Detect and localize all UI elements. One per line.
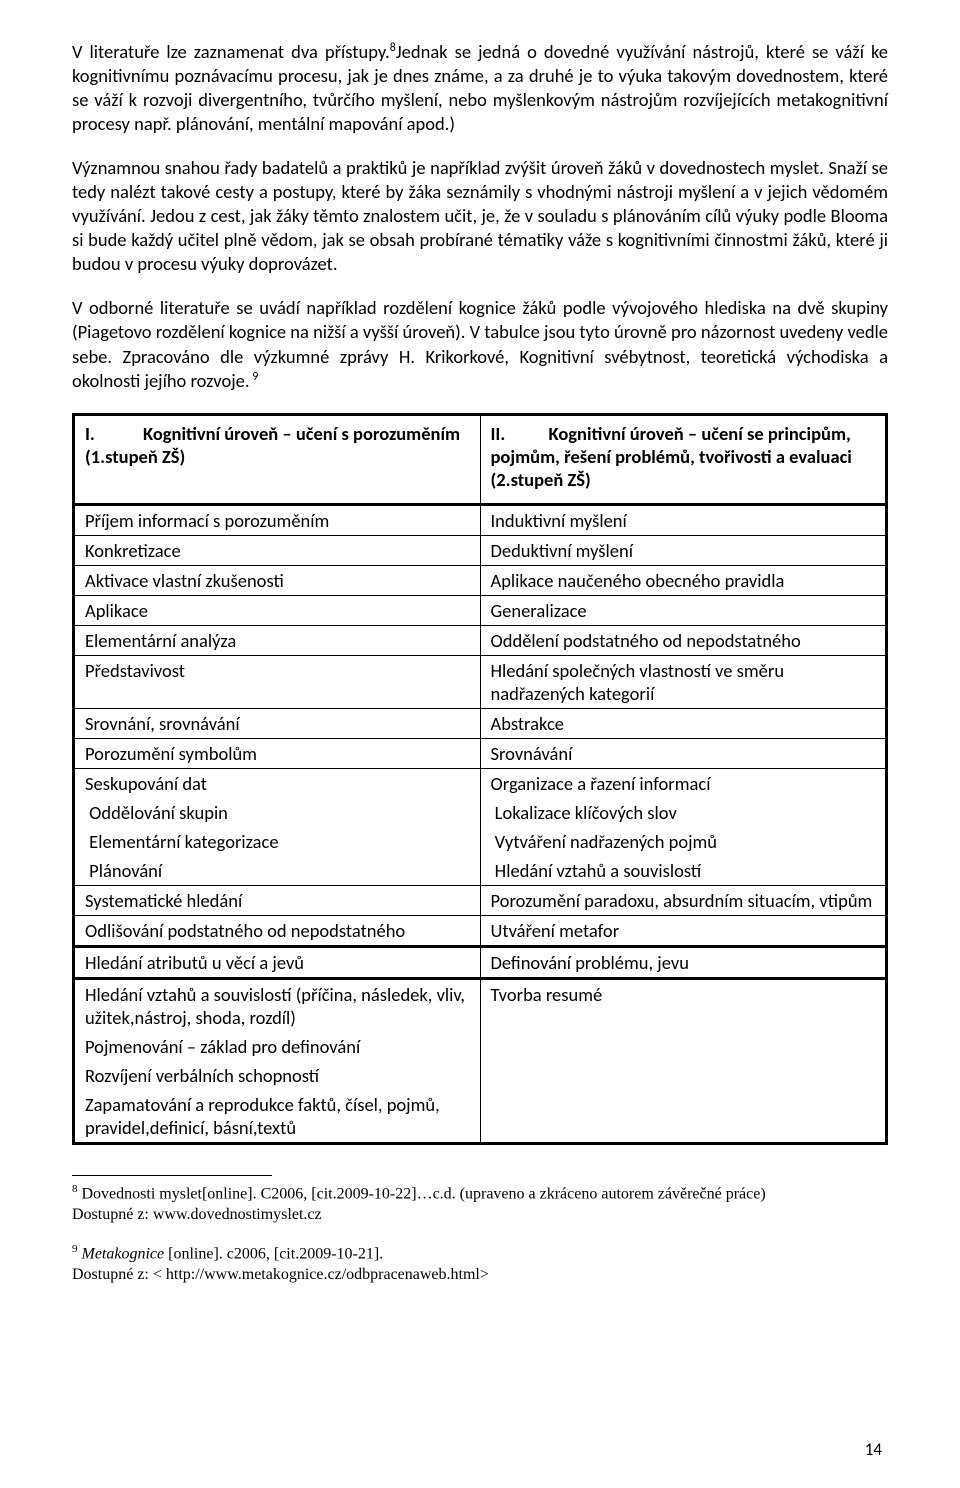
table-row: Zapamatování a reprodukce faktů, čísel, … bbox=[74, 1090, 887, 1144]
cell-left: Porozumění symbolům bbox=[74, 738, 481, 768]
table-row: Hledání vztahů a souvislostí (příčina, n… bbox=[74, 978, 887, 1032]
page-number: 14 bbox=[865, 1439, 882, 1460]
cell-left: Aplikace bbox=[74, 595, 481, 625]
footnote-9: 9 Metakognice [online]. c2006, [cit.2009… bbox=[72, 1242, 888, 1286]
cell-left: Seskupování dat bbox=[74, 768, 481, 798]
table-row: Elementární kategorizace Vytváření nadřa… bbox=[74, 827, 887, 856]
cell-right: Porozumění paradoxu, absurdním situacím,… bbox=[480, 885, 887, 915]
cognitive-levels-table: I.Kognitivní úroveň – učení s porozumění… bbox=[72, 413, 888, 1145]
cell-right bbox=[480, 1090, 887, 1144]
cell-left: Oddělování skupin bbox=[74, 798, 481, 827]
paragraph-2: Významnou snahou řady badatelů a praktik… bbox=[72, 156, 888, 276]
footnote-8-text-a: Dovednosti myslet[online]. C2006, [cit.2… bbox=[78, 1185, 766, 1202]
cell-left: Konkretizace bbox=[74, 535, 481, 565]
cell-left: Odlišování podstatného od nepodstatného bbox=[74, 915, 481, 946]
table-row: Aktivace vlastní zkušenostiAplikace nauč… bbox=[74, 565, 887, 595]
cell-right: Deduktivní myšlení bbox=[480, 535, 887, 565]
cell-right: Induktivní myšlení bbox=[480, 504, 887, 535]
paragraph-3: V odborné literatuře se uvádí například … bbox=[72, 296, 888, 392]
cell-right: Organizace a řazení informací bbox=[480, 768, 887, 798]
table-row: Elementární analýzaOddělení podstatného … bbox=[74, 625, 887, 655]
table-row: AplikaceGeneralizace bbox=[74, 595, 887, 625]
cell-left: Zapamatování a reprodukce faktů, čísel, … bbox=[74, 1090, 481, 1144]
cell-right: Lokalizace klíčových slov bbox=[480, 798, 887, 827]
table-row: KonkretizaceDeduktivní myšlení bbox=[74, 535, 887, 565]
table-row: Porozumění symbolůmSrovnávání bbox=[74, 738, 887, 768]
cell-right: Abstrakce bbox=[480, 708, 887, 738]
cell-right: Vytváření nadřazených pojmů bbox=[480, 827, 887, 856]
footnote-divider bbox=[72, 1175, 272, 1176]
table-row: Příjem informací s porozuměnímInduktivní… bbox=[74, 504, 887, 535]
cell-right: Definování problému, jevu bbox=[480, 946, 887, 978]
cell-left: Elementární analýza bbox=[74, 625, 481, 655]
table-row: PředstavivostHledání společných vlastnos… bbox=[74, 655, 887, 708]
paragraph-1: V literatuře lze zaznamenat dva přístupy… bbox=[72, 40, 888, 136]
cell-left: Elementární kategorizace bbox=[74, 827, 481, 856]
header-left-roman: I. bbox=[85, 422, 143, 445]
footnote-9-italic: Metakognice bbox=[78, 1245, 165, 1262]
cell-right: Tvorba resumé bbox=[480, 978, 887, 1032]
cell-left: Hledání atributů u věcí a jevů bbox=[74, 946, 481, 978]
footnote-9-text-b: Dostupné z: < http://www.metakognice.cz/… bbox=[72, 1266, 489, 1283]
table-row: Hledání atributů u věcí a jevůDefinování… bbox=[74, 946, 887, 978]
table-row: Srovnání, srovnáváníAbstrakce bbox=[74, 708, 887, 738]
cell-right: Utváření metafor bbox=[480, 915, 887, 946]
p3-sup: 9 bbox=[250, 369, 259, 383]
footnotes: 8 Dovednosti myslet[online]. C2006, [cit… bbox=[72, 1175, 888, 1286]
cell-left: Hledání vztahů a souvislostí (příčina, n… bbox=[74, 978, 481, 1032]
cell-left: Příjem informací s porozuměním bbox=[74, 504, 481, 535]
table-row: Pojmenování – základ pro definování bbox=[74, 1032, 887, 1061]
cell-right: Oddělení podstatného od nepodstatného bbox=[480, 625, 887, 655]
cell-left: Plánování bbox=[74, 856, 481, 886]
cell-right: Generalizace bbox=[480, 595, 887, 625]
cell-right: Hledání společných vlastností ve směru n… bbox=[480, 655, 887, 708]
cell-left: Představivost bbox=[74, 655, 481, 708]
header-right-roman: II. bbox=[491, 422, 549, 445]
table-row: Systematické hledáníPorozumění paradoxu,… bbox=[74, 885, 887, 915]
cell-left: Pojmenování – základ pro definování bbox=[74, 1032, 481, 1061]
table-row: Oddělování skupin Lokalizace klíčových s… bbox=[74, 798, 887, 827]
footnote-8-text-b: Dostupné z: www.dovednostimyslet.cz bbox=[72, 1206, 322, 1223]
header-left: I.Kognitivní úroveň – učení s porozumění… bbox=[74, 414, 481, 504]
table-row: Odlišování podstatného od nepodstatnéhoU… bbox=[74, 915, 887, 946]
table-row: Seskupování datOrganizace a řazení infor… bbox=[74, 768, 887, 798]
cell-right bbox=[480, 1061, 887, 1090]
p2-text: Významnou snahou řady badatelů a praktik… bbox=[72, 156, 888, 275]
cell-left: Systematické hledání bbox=[74, 885, 481, 915]
p1-text-a: V literatuře lze zaznamenat dva přístupy… bbox=[72, 40, 390, 63]
cell-right bbox=[480, 1032, 887, 1061]
table-row: Plánování Hledání vztahů a souvislostí bbox=[74, 856, 887, 886]
cell-left: Rozvíjení verbálních schopností bbox=[74, 1061, 481, 1090]
footnote-8: 8 Dovednosti myslet[online]. C2006, [cit… bbox=[72, 1182, 888, 1226]
table-header-row: I.Kognitivní úroveň – učení s porozumění… bbox=[74, 414, 887, 504]
cell-left: Srovnání, srovnávání bbox=[74, 708, 481, 738]
table-row: Rozvíjení verbálních schopností bbox=[74, 1061, 887, 1090]
cell-left: Aktivace vlastní zkušenosti bbox=[74, 565, 481, 595]
header-right: II.Kognitivní úroveň – učení se principů… bbox=[480, 414, 887, 504]
cell-right: Aplikace naučeného obecného pravidla bbox=[480, 565, 887, 595]
footnote-9-text-a: [online]. c2006, [cit.2009-10-21]. bbox=[164, 1245, 383, 1262]
cell-right: Srovnávání bbox=[480, 738, 887, 768]
cell-right: Hledání vztahů a souvislostí bbox=[480, 856, 887, 886]
p3-text: V odborné literatuře se uvádí například … bbox=[72, 296, 888, 391]
